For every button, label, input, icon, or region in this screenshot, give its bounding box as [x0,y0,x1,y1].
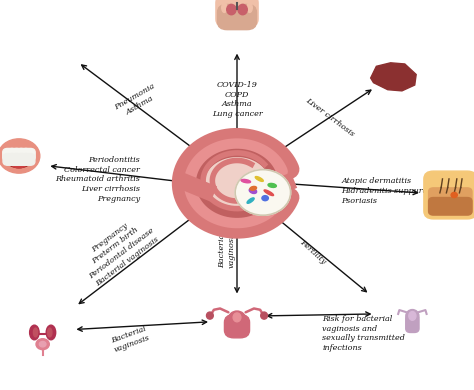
FancyBboxPatch shape [428,197,472,215]
Polygon shape [371,63,416,91]
FancyBboxPatch shape [8,149,21,161]
Ellipse shape [227,4,236,15]
Text: COVID-19
COPD
Asthma
Lung cancer: COVID-19 COPD Asthma Lung cancer [211,81,263,118]
FancyBboxPatch shape [406,315,419,332]
Circle shape [235,170,291,215]
Text: Bacterial
vaginosis: Bacterial vaginosis [218,231,236,268]
Ellipse shape [250,186,256,190]
Text: Risk for bacterial
vaginosis and
sexually transmitted
infections: Risk for bacterial vaginosis and sexuall… [322,315,405,352]
FancyBboxPatch shape [424,171,474,219]
Circle shape [230,0,244,2]
Ellipse shape [247,3,252,12]
Text: Atopic dermatitis
Hidradenitis suppurativa
Psoriasis: Atopic dermatitis Hidradenitis suppurati… [341,177,443,205]
FancyBboxPatch shape [8,154,21,165]
Ellipse shape [228,311,246,326]
Ellipse shape [255,177,263,181]
Circle shape [194,145,280,216]
Ellipse shape [241,179,251,183]
Ellipse shape [261,312,267,319]
Circle shape [451,192,457,198]
FancyBboxPatch shape [22,154,35,165]
Ellipse shape [264,190,273,196]
Ellipse shape [6,149,32,168]
FancyBboxPatch shape [17,149,30,161]
Circle shape [36,339,49,349]
Ellipse shape [233,313,241,322]
FancyBboxPatch shape [3,154,16,165]
Ellipse shape [0,139,40,173]
Ellipse shape [207,312,213,319]
Ellipse shape [247,198,254,203]
FancyBboxPatch shape [428,188,472,215]
FancyBboxPatch shape [17,154,30,165]
FancyBboxPatch shape [12,149,26,161]
Ellipse shape [222,3,227,12]
Text: Pregnancy
Preterm birth
Periodontal disease
Bacterial vaginosis: Pregnancy Preterm birth Periodontal dise… [75,211,162,288]
Ellipse shape [409,312,416,320]
Circle shape [39,342,46,347]
Ellipse shape [11,159,27,168]
FancyBboxPatch shape [218,4,256,30]
Ellipse shape [29,325,39,340]
Text: Liver cirrhosis: Liver cirrhosis [303,96,356,138]
FancyBboxPatch shape [21,149,35,161]
Ellipse shape [268,183,276,188]
Text: Pneumonia
Asthma: Pneumonia Asthma [113,82,162,121]
Ellipse shape [238,4,247,15]
Ellipse shape [249,188,256,193]
Ellipse shape [262,196,268,201]
FancyBboxPatch shape [232,0,242,5]
Text: Fertility: Fertility [298,238,328,265]
FancyBboxPatch shape [12,154,26,165]
Ellipse shape [406,310,419,322]
FancyBboxPatch shape [216,0,258,27]
Ellipse shape [47,328,52,337]
FancyBboxPatch shape [3,149,17,161]
Ellipse shape [46,325,56,340]
Text: Periodontitis
Colorrectal cancer
Rheumatoid arthritis
Liver cirrhosis
Pregnancy: Periodontitis Colorrectal cancer Rheumat… [55,156,140,203]
Ellipse shape [33,328,37,337]
Text: Bacterial
vaginosis: Bacterial vaginosis [109,324,151,354]
FancyBboxPatch shape [224,315,249,338]
